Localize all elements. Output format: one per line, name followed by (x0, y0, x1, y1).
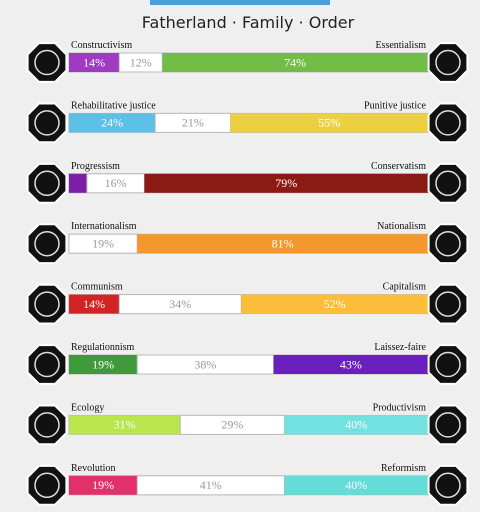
top-strip (150, 0, 330, 5)
axis-icon (427, 404, 469, 446)
right-segment-label: 79% (275, 176, 297, 190)
right-axis-name: Nationalism (377, 221, 426, 232)
neutral-segment-label: 38% (194, 357, 216, 371)
right-axis-name: Productivism (373, 402, 427, 413)
left-segment-label: 14% (83, 55, 105, 69)
axis-icon-detail (435, 351, 461, 378)
axis-icon-detail (34, 230, 60, 257)
right-axis-name: Punitive justice (364, 100, 427, 111)
axis-icon (427, 223, 469, 265)
axis-icon-detail (435, 170, 461, 197)
axis-icon-detail (435, 110, 461, 136)
right-axis-name: Reformism (381, 463, 426, 474)
left-segment (69, 415, 181, 435)
axis-icon-detail (34, 351, 60, 378)
right-segment-label: 40% (345, 418, 367, 432)
axis-icon-detail (34, 110, 60, 136)
axis-icon (427, 344, 469, 385)
axis-icon (26, 162, 68, 204)
axis-icon-detail (435, 291, 461, 317)
left-axis-name: Constructivism (71, 40, 132, 51)
right-segment (284, 475, 428, 495)
axis-icon (427, 42, 469, 83)
left-segment-label: 14% (83, 297, 105, 311)
axis-icon (26, 223, 68, 265)
axis-icon-detail (34, 49, 60, 76)
neutral-segment-label: 29% (221, 418, 243, 432)
axis-icon (26, 464, 68, 506)
left-axis-name: Progressism (71, 161, 120, 172)
axis-icon (26, 404, 68, 446)
axis-icon-detail (435, 49, 461, 76)
axis-icon-detail (34, 170, 60, 197)
left-segment (69, 173, 87, 193)
left-segment (69, 475, 138, 495)
left-axis-name: Regulationnism (71, 342, 135, 353)
right-axis-name: Essentialism (375, 40, 426, 51)
axis-icon (427, 162, 469, 204)
right-segment-label: 81% (272, 236, 294, 250)
axis-icon (26, 42, 68, 83)
neutral-segment-label: 12% (130, 55, 152, 69)
neutral-segment-label: 19% (92, 236, 114, 250)
axis-icon-detail (34, 291, 60, 317)
left-segment-label: 24% (101, 116, 123, 130)
axis-icon (26, 102, 68, 144)
left-segment-label: 19% (92, 478, 114, 492)
right-segment (273, 355, 428, 374)
left-axis-name: Communism (71, 282, 123, 293)
right-segment (230, 113, 428, 133)
axis-icon-detail (435, 230, 461, 257)
right-segment (137, 234, 428, 254)
axis-icon (427, 464, 469, 506)
axis-icon-detail (34, 472, 60, 499)
axis-icon-detail (34, 412, 60, 438)
left-segment-label: 19% (92, 357, 114, 371)
axis-icon-detail (435, 472, 461, 499)
neutral-segment-label: 34% (169, 297, 191, 311)
axis-icon (26, 344, 68, 385)
left-segment (69, 294, 120, 314)
axis-icon (427, 102, 469, 144)
left-segment (69, 53, 120, 72)
axis-icon-detail (435, 412, 461, 438)
left-axis-name: Internationalism (71, 221, 137, 232)
neutral-segment (68, 233, 138, 254)
right-segment-label: 52% (324, 297, 346, 311)
axis-icon (26, 283, 68, 325)
right-segment (284, 415, 428, 435)
left-axis-name: Ecology (71, 402, 104, 413)
page-title: Fatherland · Family · Order (142, 13, 355, 32)
right-segment-label: 55% (318, 116, 340, 130)
right-axis-name: Laissez-faire (374, 342, 426, 353)
neutral-segment-label: 41% (200, 478, 222, 492)
neutral-segment-label: 21% (182, 116, 204, 130)
right-segment (162, 53, 428, 72)
left-segment-label: 31% (114, 418, 136, 432)
right-axis-name: Capitalism (383, 282, 427, 293)
left-axis-name: Revolution (71, 463, 115, 474)
left-axis-name: Rehabilitative justice (71, 100, 156, 111)
right-segment-label: 43% (340, 357, 362, 371)
left-segment (69, 113, 156, 133)
left-segment (69, 355, 138, 374)
right-segment (144, 173, 428, 193)
neutral-segment-label: 16% (105, 176, 127, 190)
axis-icon (427, 283, 469, 325)
right-segment-label: 40% (345, 478, 367, 492)
right-axis-name: Conservatism (371, 161, 426, 172)
right-segment (241, 294, 428, 314)
right-segment-label: 74% (284, 55, 306, 69)
